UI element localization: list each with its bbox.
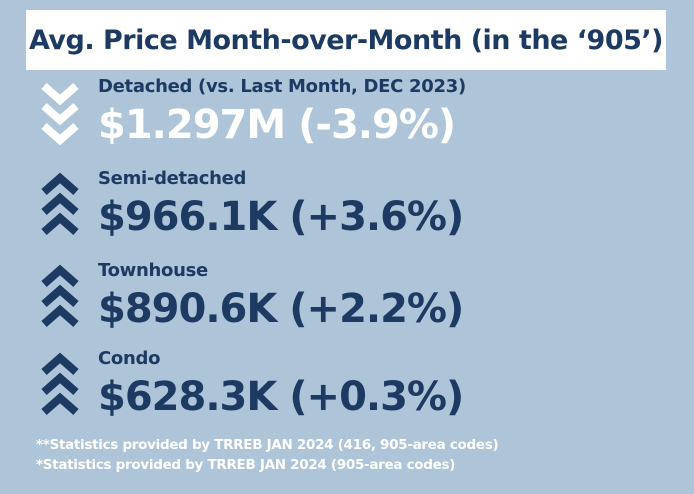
footnote: *Statistics provided by TRREB JAN 2024 (… — [36, 457, 456, 473]
item-value: $966.1K (+3.6%) — [98, 194, 464, 240]
footnote: **Statistics provided by TRREB JAN 2024 … — [36, 437, 499, 453]
item-label: Detached (vs. Last Month, DEC 2023) — [98, 76, 466, 97]
footnotes: **Statistics provided by TRREB JAN 2024 … — [36, 435, 499, 475]
item-label: Semi-detached — [98, 168, 247, 189]
item-value: $628.3K (+0.3%) — [98, 374, 464, 420]
price-item-semi-detached: Semi-detached $966.1K (+3.6%) — [40, 168, 680, 254]
item-value: $1.297M (-3.9%) — [98, 102, 456, 148]
double-chevron-up-icon — [40, 172, 90, 252]
page-title: Avg. Price Month-over-Month (in the ‘905… — [29, 24, 664, 56]
item-value: $890.6K (+2.2%) — [98, 286, 464, 332]
price-item-condo: Condo $628.3K (+0.3%) — [40, 348, 680, 434]
price-item-detached: Detached (vs. Last Month, DEC 2023) $1.2… — [40, 76, 680, 162]
title-banner: Avg. Price Month-over-Month (in the ‘905… — [26, 10, 666, 70]
double-chevron-up-icon — [40, 264, 90, 344]
item-label: Townhouse — [98, 260, 208, 281]
double-chevron-down-icon — [40, 80, 90, 160]
double-chevron-up-icon — [40, 352, 90, 432]
item-label: Condo — [98, 348, 161, 369]
price-item-townhouse: Townhouse $890.6K (+2.2%) — [40, 260, 680, 346]
